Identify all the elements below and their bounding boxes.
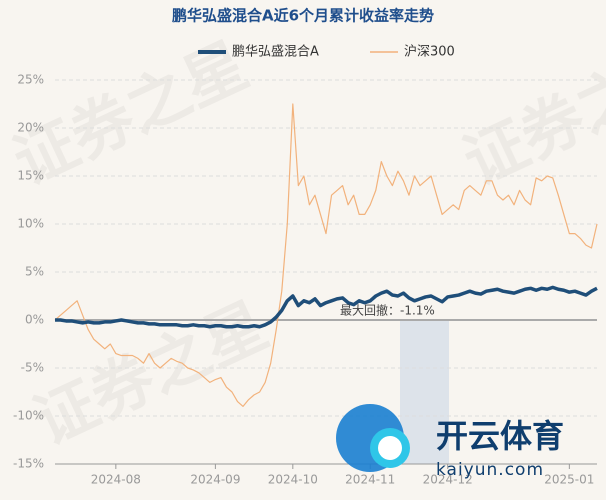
legend-label: 鹏华弘盛混合A xyxy=(232,45,319,60)
y-tick-label: 0% xyxy=(25,313,44,327)
annotation: 最大回撤：-1.1% xyxy=(340,303,435,318)
y-tick-label: 5% xyxy=(25,265,44,279)
logo-name: 开云体育 xyxy=(436,417,564,455)
y-tick-label: -5% xyxy=(21,361,44,375)
y-tick-label: 15% xyxy=(17,169,44,183)
logo-url: kaiyun.com xyxy=(436,460,544,480)
x-tick-label: 2024-11 xyxy=(345,473,395,487)
x-tick-label: 2024-08 xyxy=(91,473,141,487)
logo-ball-inner xyxy=(378,436,402,460)
x-tick-label: 2024-09 xyxy=(190,473,240,487)
series-line xyxy=(54,103,598,407)
x-tick-label: 2024-12 xyxy=(423,473,473,487)
chart-title: 鹏华弘盛混合A近6个月累计收益率走势 xyxy=(172,7,434,25)
y-tick-label: 25% xyxy=(17,73,44,87)
logo: 开云体育 kaiyun.com xyxy=(336,404,564,480)
series-line xyxy=(55,285,598,329)
y-tick-label: -10% xyxy=(13,409,44,423)
y-tick-label: 20% xyxy=(17,121,44,135)
legend-label: 沪深300 xyxy=(404,44,455,60)
x-tick-label: 2025-01 xyxy=(544,473,594,487)
y-tick-label: 10% xyxy=(17,217,44,231)
y-tick-label: -15% xyxy=(13,457,44,471)
plot: -15% -10% -5% 0% 5% 10% 15% 20% 25% 2024-08 2024-0… xyxy=(13,73,598,487)
x-tick-label: 2024-10 xyxy=(268,473,318,487)
